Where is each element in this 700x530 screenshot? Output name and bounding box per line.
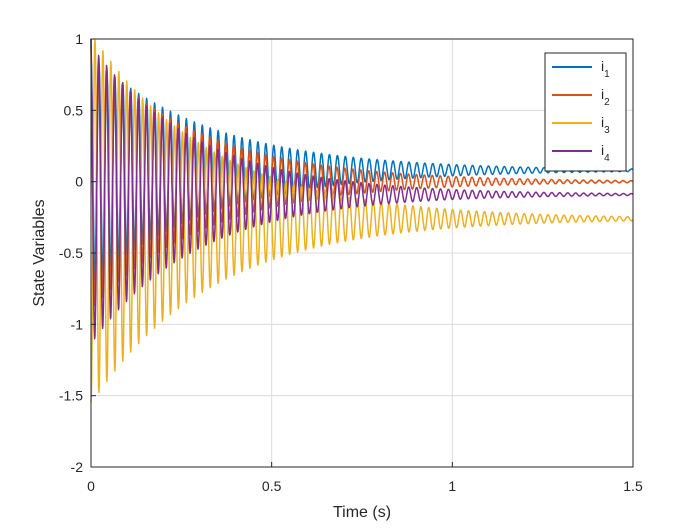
x-tick-label: 1	[448, 478, 456, 494]
legend-label-i2: i2	[601, 86, 610, 108]
y-tick-label: -2	[71, 459, 84, 475]
series-layer	[90, 38, 634, 403]
legend-label-i4: i4	[601, 142, 610, 164]
x-axis-label: Time (s)	[333, 504, 391, 521]
grid	[91, 39, 633, 467]
x-tick-label: 1.5	[623, 478, 643, 494]
y-tick-label: -1.5	[59, 388, 83, 404]
x-tick-label: 0.5	[262, 478, 282, 494]
ticks: 0 0.5 1 1.5 -2 -1.5 -1 -0.5 0 0.5 1	[59, 31, 643, 494]
legend: i1 i2 i3 i4	[544, 52, 627, 172]
legend-label-i1: i1	[601, 58, 610, 80]
y-tick-label: -1	[71, 316, 84, 332]
series-line-i4	[90, 38, 634, 340]
y-axis-label: State Variables	[31, 199, 48, 306]
series-line-i3	[90, 38, 634, 403]
y-tick-label: 0	[75, 174, 83, 190]
x-tick-label: 0	[87, 478, 95, 494]
legend-label-i3: i3	[601, 114, 610, 136]
legend-box	[544, 52, 627, 172]
y-tick-label: 0.5	[64, 102, 84, 118]
y-tick-label: -0.5	[59, 245, 83, 261]
y-tick-label: 1	[75, 31, 83, 47]
